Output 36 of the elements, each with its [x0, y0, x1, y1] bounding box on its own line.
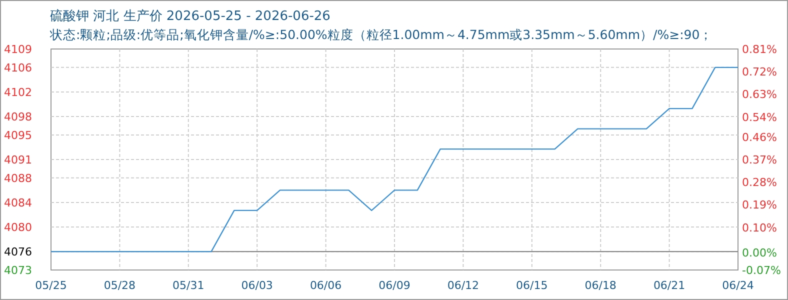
- y-tick-label: 4098: [4, 110, 32, 124]
- x-tick-label: 06/21: [653, 279, 686, 292]
- x-tick-label: 06/09: [378, 279, 410, 292]
- y2-tick-label: 0.28%: [742, 176, 777, 190]
- x-tick-label: 05/31: [172, 279, 204, 292]
- y2-tick-label: 0.54%: [742, 110, 777, 124]
- chart-subtitle: 状态:颗粒;品级:优等品;氧化钾含量/%≥:50.00%粒度（粒径1.00mm～4.75mm或3.35mm～5.60mm）/%≥:90；: [49, 27, 713, 42]
- y-tick-label: 4106: [4, 61, 32, 74]
- y-tick-label: 4084: [4, 196, 32, 210]
- y2-tick-label: 0.00%: [742, 246, 777, 260]
- x-tick-label: 06/12: [447, 279, 480, 292]
- chart-title: 硫酸钾 河北 生产价 2026-05-25 - 2026-06-26: [50, 9, 330, 24]
- x-tick-label: 05/28: [104, 279, 136, 292]
- x-tick-label: 06/24: [722, 279, 754, 292]
- y2-tick-label: 0.19%: [742, 198, 777, 212]
- y-tick-label: 4109: [4, 43, 32, 56]
- y2-tick-label: 0.37%: [742, 154, 777, 166]
- x-tick-label: 06/06: [310, 279, 342, 292]
- y2-tick-label: -0.07%: [742, 264, 781, 277]
- y-tick-label: 4088: [4, 172, 32, 185]
- y2-tick-label: 0.81%: [742, 43, 777, 56]
- y-tick-label: 4102: [4, 86, 32, 99]
- x-tick-label: 06/15: [516, 279, 548, 292]
- y2-tick-label: 0.63%: [742, 88, 777, 102]
- y-tick-label: 4080: [4, 221, 32, 234]
- x-tick-label: 05/25: [35, 279, 67, 292]
- y2-tick-label: 0.46%: [742, 130, 777, 144]
- x-tick-label: 06/03: [241, 279, 273, 292]
- y-tick-label: 4095: [4, 128, 32, 142]
- y2-tick-label: 0.72%: [742, 66, 777, 79]
- y-tick-label: 4076: [4, 246, 32, 259]
- y-tick-label: 4091: [4, 154, 32, 166]
- line-series: [50, 66, 739, 252]
- x-tick-label: 06/18: [584, 279, 616, 292]
- y2-tick-label: 0.10%: [742, 221, 777, 234]
- y-tick-label: 4073: [4, 264, 32, 277]
